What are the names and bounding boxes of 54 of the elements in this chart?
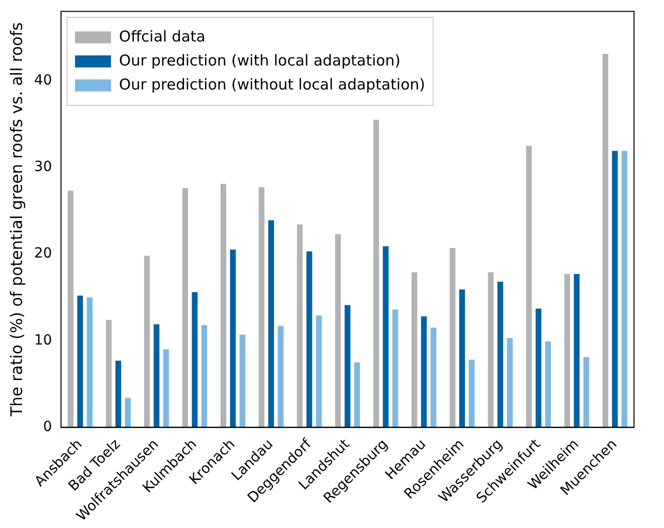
bar <box>316 316 322 428</box>
bar <box>622 150 628 428</box>
bar <box>583 357 590 428</box>
y-tick-label: 10 <box>34 332 52 348</box>
bar <box>335 234 341 428</box>
bar <box>392 309 398 428</box>
y-tick-label: 40 <box>34 72 52 88</box>
bar <box>373 120 380 428</box>
bar <box>163 349 169 428</box>
bar <box>296 224 303 428</box>
y-tick-label: 30 <box>34 159 52 176</box>
bar <box>354 362 360 428</box>
legend-label: Our prediction (with local adaptation) <box>119 51 401 70</box>
y-tick-label: 20 <box>34 246 52 262</box>
bar <box>106 320 112 428</box>
bar <box>144 256 150 428</box>
bar <box>115 360 122 428</box>
bar <box>421 316 427 428</box>
bar <box>497 282 504 428</box>
bar <box>459 290 465 428</box>
bar <box>192 292 198 428</box>
bar <box>86 297 93 428</box>
y-axis-title: The ratio (%) of potential green roofs vs. all roofs <box>6 22 26 418</box>
bar <box>382 246 389 428</box>
bar <box>536 308 542 428</box>
bar <box>278 326 284 428</box>
bar <box>125 398 131 428</box>
bar <box>258 187 264 428</box>
bar <box>268 220 274 428</box>
bar <box>612 150 618 428</box>
bar <box>506 338 513 428</box>
bar <box>450 248 456 428</box>
bar <box>488 272 494 428</box>
bar <box>77 296 83 428</box>
bar <box>154 324 160 428</box>
bar <box>430 328 436 428</box>
bar <box>182 188 188 428</box>
bar <box>574 274 580 428</box>
bar <box>564 274 570 428</box>
y-tick-label: 0 <box>43 418 52 435</box>
bar <box>240 334 246 428</box>
bar <box>545 342 551 428</box>
bar <box>68 190 74 428</box>
legend-label: Offcial data <box>119 27 206 46</box>
bar <box>220 184 226 428</box>
bar <box>468 360 475 428</box>
bar <box>201 325 208 428</box>
bar <box>306 251 312 428</box>
legend-label: Our prediction (without local adaptation) <box>119 75 426 94</box>
bar <box>526 146 532 428</box>
bar <box>230 250 236 428</box>
bar <box>602 54 608 428</box>
bar <box>344 305 350 428</box>
bar <box>411 272 418 428</box>
